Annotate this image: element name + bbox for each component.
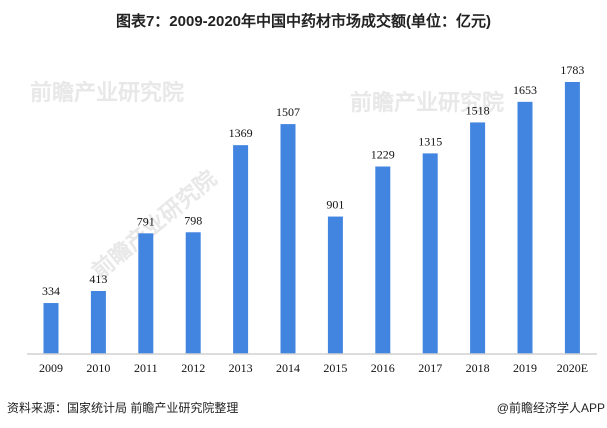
- chart-title: 图表7：2009-2020年中国中药材市场成交额(单位：亿元): [115, 13, 492, 30]
- watermark: 前瞻产业研究院: [350, 90, 504, 115]
- bar-2019: [517, 101, 533, 354]
- credit-note: @前瞻经济学人APP: [496, 401, 605, 415]
- x-tick-label: 2017: [418, 361, 442, 375]
- bar-2016: [375, 166, 391, 354]
- data-label: 791: [137, 214, 155, 228]
- x-tick-label: 2015: [323, 361, 347, 375]
- bar-2013: [233, 145, 249, 354]
- bar-2018: [470, 122, 486, 355]
- x-tick-label: 2010: [86, 361, 110, 375]
- x-tick-label: 2013: [229, 361, 253, 375]
- data-label: 1315: [418, 134, 442, 148]
- bar-2009: [43, 303, 59, 354]
- data-label: 1507: [276, 105, 300, 119]
- x-tick-label: 2012: [181, 361, 205, 375]
- x-tick-label: 2020E: [557, 361, 588, 375]
- bar-2017: [422, 153, 438, 354]
- data-label: 334: [42, 284, 60, 298]
- x-tick-label: 2014: [276, 361, 300, 375]
- x-tick-label: 2019: [513, 361, 537, 375]
- bar-2012: [185, 232, 201, 354]
- data-label: 1518: [466, 103, 490, 117]
- data-label: 1653: [513, 83, 537, 97]
- bar-2020E: [564, 82, 580, 354]
- data-label: 413: [89, 272, 107, 286]
- bar-2015: [327, 216, 343, 354]
- data-label: 901: [326, 198, 344, 212]
- data-label: 798: [184, 213, 202, 227]
- data-label: 1369: [229, 126, 253, 140]
- bar-2011: [138, 233, 154, 354]
- x-tick-label: 2018: [466, 361, 490, 375]
- source-note: 资料来源：国家统计局 前瞻产业研究院整理: [7, 401, 239, 415]
- x-tick-label: 2011: [134, 361, 158, 375]
- bar-2014: [280, 124, 296, 355]
- data-label: 1229: [371, 148, 395, 162]
- data-label: 1783: [560, 63, 584, 77]
- x-tick-label: 2009: [39, 361, 63, 375]
- bar-2010: [90, 290, 106, 354]
- x-tick-label: 2016: [371, 361, 395, 375]
- watermark: 前瞻产业研究院: [30, 80, 184, 105]
